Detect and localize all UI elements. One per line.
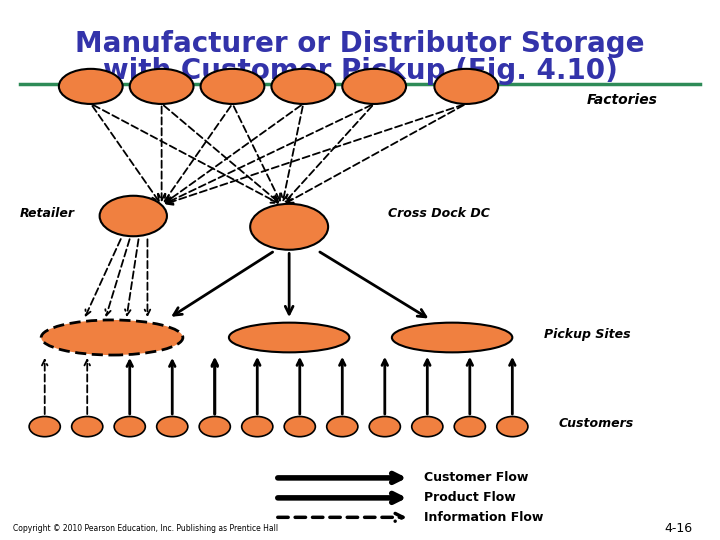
Text: Copyright © 2010 Pearson Education, Inc. Publishing as Prentice Hall: Copyright © 2010 Pearson Education, Inc.…: [13, 524, 278, 532]
Ellipse shape: [242, 416, 273, 437]
Ellipse shape: [369, 416, 400, 437]
Ellipse shape: [99, 195, 167, 237]
Ellipse shape: [199, 416, 230, 437]
Ellipse shape: [454, 416, 485, 437]
Text: Manufacturer or Distributor Storage: Manufacturer or Distributor Storage: [76, 30, 644, 58]
Ellipse shape: [392, 322, 513, 352]
Text: Customer Flow: Customer Flow: [424, 471, 528, 484]
Text: Product Flow: Product Flow: [424, 491, 516, 504]
Text: with Customer Pickup (Fig. 4.10): with Customer Pickup (Fig. 4.10): [102, 57, 618, 85]
Text: Information Flow: Information Flow: [424, 511, 543, 524]
Text: 4-16: 4-16: [665, 522, 693, 535]
Ellipse shape: [412, 416, 443, 437]
Ellipse shape: [342, 69, 406, 104]
Text: Pickup Sites: Pickup Sites: [544, 328, 631, 341]
Ellipse shape: [327, 416, 358, 437]
Ellipse shape: [72, 416, 103, 437]
Ellipse shape: [250, 204, 328, 249]
Ellipse shape: [434, 69, 498, 104]
Ellipse shape: [271, 69, 336, 104]
Ellipse shape: [201, 69, 264, 104]
Text: Retailer: Retailer: [20, 207, 75, 220]
Text: Customers: Customers: [559, 417, 634, 430]
Ellipse shape: [29, 416, 60, 437]
Text: Factories: Factories: [587, 93, 657, 107]
Ellipse shape: [114, 416, 145, 437]
Ellipse shape: [130, 69, 194, 104]
Text: Cross Dock DC: Cross Dock DC: [388, 207, 490, 220]
Ellipse shape: [59, 69, 122, 104]
Ellipse shape: [157, 416, 188, 437]
Ellipse shape: [41, 320, 183, 355]
Ellipse shape: [284, 416, 315, 437]
Ellipse shape: [229, 322, 349, 352]
Ellipse shape: [497, 416, 528, 437]
